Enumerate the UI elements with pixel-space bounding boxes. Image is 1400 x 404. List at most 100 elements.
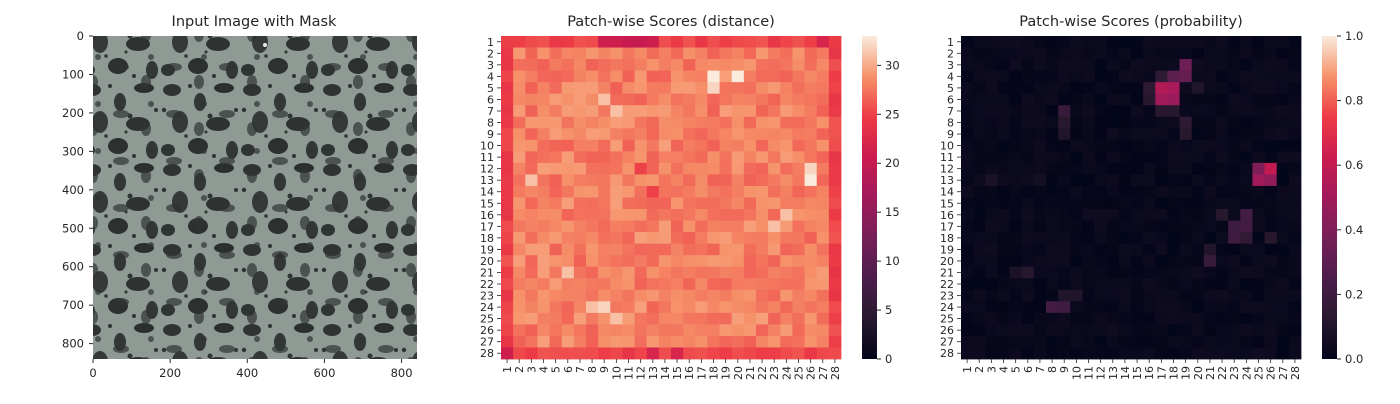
heatmap-cell (1131, 232, 1144, 245)
distance-heatmap-panel: Patch-wise Scores (distance) 12345678910… (480, 14, 900, 380)
heatmap-cell (828, 243, 842, 256)
heatmap-cell (985, 220, 998, 233)
heatmap-cell (816, 278, 830, 291)
heatmap-cell (683, 324, 696, 337)
heatmap-cell (1046, 36, 1059, 48)
heatmap-cell (1252, 243, 1265, 256)
heatmap-cell (1094, 301, 1108, 314)
heatmap-cell (1009, 312, 1023, 325)
heatmap-cell (1179, 335, 1193, 348)
heatmap-cell (804, 93, 818, 106)
heatmap-cell (598, 82, 611, 95)
heatmap-cell (719, 255, 733, 268)
heatmap-cell (1240, 128, 1253, 141)
heatmap-cell (1252, 289, 1265, 302)
heatmap-cell (658, 209, 672, 221)
image-highlight (263, 43, 267, 47)
heatmap-cell (646, 312, 660, 325)
heatmap-cell (1288, 59, 1302, 72)
heatmap-cell (768, 278, 781, 291)
heatmap-col-label: 8 (1046, 366, 1059, 373)
heatmap-cell (671, 209, 684, 221)
heatmap-cell (1191, 105, 1205, 118)
heatmap-cell (622, 70, 635, 83)
heatmap-cell (1228, 47, 1241, 60)
heatmap-cell (816, 36, 830, 48)
heatmap-cell (1094, 255, 1108, 268)
heatmap-cell (1058, 335, 1071, 348)
heatmap-cell (610, 324, 623, 337)
heatmap-cell (537, 128, 550, 141)
heatmap-cell (743, 289, 757, 302)
heatmap-cell (756, 151, 769, 164)
heatmap-cell (1046, 139, 1059, 152)
heatmap-cell (1131, 312, 1144, 325)
heatmap-col-label: 2 (973, 366, 986, 373)
heatmap-cell (768, 47, 781, 60)
heatmap-cell (1118, 232, 1132, 245)
heatmap-cell (961, 243, 974, 256)
heatmap-cell (634, 347, 648, 360)
heatmap-cell (997, 116, 1010, 129)
heatmap-cell (816, 151, 830, 164)
heatmap-cell (1070, 47, 1083, 60)
heatmap-cell (768, 93, 781, 106)
heatmap-cell (1179, 312, 1193, 325)
heatmap-cell (1106, 312, 1120, 325)
heatmap-cell (561, 220, 575, 233)
heatmap-cell (1143, 47, 1156, 60)
heatmap-cell (780, 289, 793, 302)
heatmap-cell (501, 347, 514, 360)
heatmap-cell (1264, 82, 1278, 95)
heatmap-cell (610, 209, 623, 221)
heatmap-row-label: 27 (480, 336, 494, 349)
heatmap-cell (756, 243, 769, 256)
heatmap-row-label: 13 (480, 174, 494, 187)
heatmap-cell (513, 82, 526, 95)
heatmap-cell (1131, 324, 1144, 337)
heatmap-cell (537, 347, 550, 360)
heatmap-cell (828, 232, 842, 245)
heatmap-cell (501, 105, 514, 118)
heatmap-cell (961, 324, 974, 337)
heatmap-cell (828, 93, 842, 106)
colorbar-tick-label: 15 (885, 205, 900, 219)
heatmap-cell (1203, 255, 1217, 268)
heatmap-cell (646, 220, 660, 233)
heatmap-cell (1143, 347, 1156, 360)
heatmap-col-label: 21 (1204, 366, 1217, 380)
heatmap-cell (816, 116, 830, 129)
heatmap-cell (573, 82, 587, 95)
heatmap-cell (804, 312, 818, 325)
heatmap-cell (646, 185, 660, 198)
heatmap-cell (573, 278, 587, 291)
heatmap-cell (1191, 128, 1205, 141)
heatmap-cell (537, 232, 550, 245)
heatmap-cell (1264, 232, 1278, 245)
heatmap-cell (1070, 105, 1083, 118)
heatmap-cell (1155, 324, 1168, 337)
heatmap-cell (1264, 197, 1278, 210)
heatmap-cell (961, 174, 974, 187)
heatmap-cell (1033, 243, 1047, 256)
heatmap-cell (719, 347, 733, 360)
heatmap-cell (525, 301, 538, 314)
heatmap-cell (537, 301, 550, 314)
heatmap-cell (525, 243, 538, 256)
heatmap-cell (561, 289, 575, 302)
heatmap-cell (501, 324, 514, 337)
heatmap-cell (1046, 347, 1059, 360)
heatmap-cell (1191, 139, 1205, 152)
heatmap-cell (1046, 116, 1059, 129)
heatmap-cell (1155, 197, 1168, 210)
heatmap-row-label: 25 (940, 313, 954, 326)
heatmap-cell (1264, 185, 1278, 198)
heatmap-row-label: 10 (480, 140, 494, 153)
heatmap-row-label: 18 (480, 232, 494, 245)
heatmap-cell (828, 278, 842, 291)
image-y-tick-label: 500 (62, 221, 84, 235)
heatmap-cell (1033, 301, 1047, 314)
heatmap-cell (1288, 278, 1302, 291)
heatmap-cell (1058, 324, 1071, 337)
heatmap-cell (622, 232, 635, 245)
